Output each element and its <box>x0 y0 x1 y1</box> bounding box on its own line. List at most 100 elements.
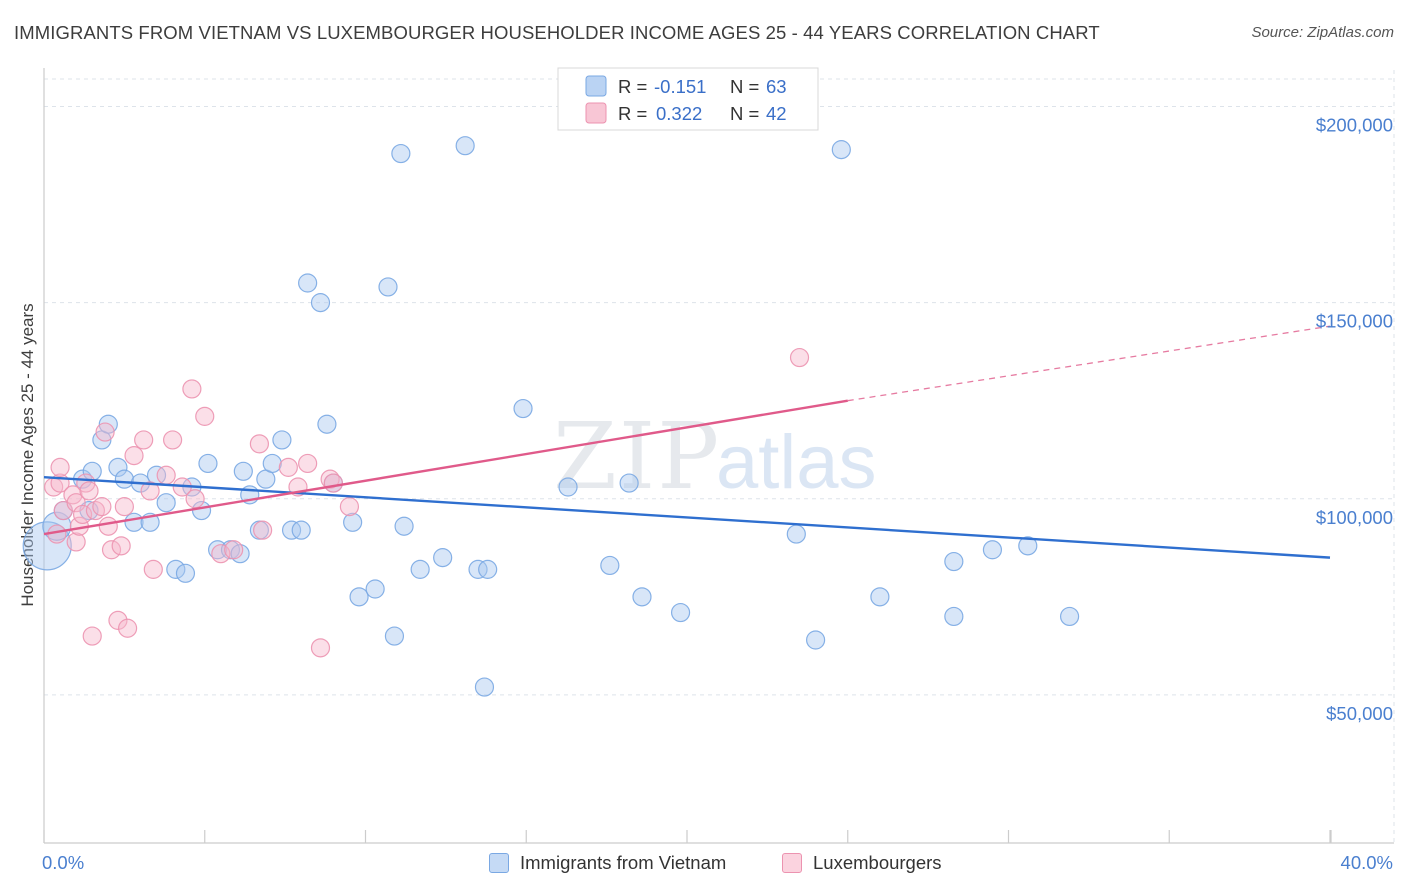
series-luxembourgers-points <box>44 347 810 658</box>
luxembourgers-point-18 <box>108 610 128 630</box>
y-tick-label-1: $100,000 <box>1316 507 1393 528</box>
series-vietnam-points <box>22 136 1080 697</box>
vietnam-point-60 <box>982 540 1003 560</box>
vietnam-point-39 <box>384 626 405 646</box>
luxembourgers-point-36 <box>278 457 298 477</box>
vietnam-point-57 <box>870 587 890 607</box>
vietnam-point-30 <box>291 520 311 540</box>
luxembourgers-point-31 <box>195 406 215 426</box>
luxembourgers-point-32 <box>211 544 231 564</box>
trend-line-luxembourgers-extension <box>847 325 1331 402</box>
luxembourgers-point-12 <box>82 626 102 646</box>
luxembourgers-point-20 <box>114 497 134 517</box>
vietnam-point-48 <box>513 398 533 419</box>
vietnam-point-43 <box>433 548 453 568</box>
x-tick-max: 40.0% <box>1341 852 1393 873</box>
legend-swatch-vietnam <box>585 75 607 97</box>
trend-lines <box>43 325 1331 559</box>
luxembourgers-point-14 <box>92 497 112 517</box>
legend-r-value-vietnam: -0.151 <box>654 76 706 97</box>
vietnam-point-49 <box>558 477 578 497</box>
vietnam-point-47 <box>474 677 495 697</box>
series-legend-label-luxembourgers: Luxembourgers <box>813 852 942 873</box>
vietnam-point-8 <box>108 457 128 477</box>
vietnam-point-54 <box>786 524 806 544</box>
trend-line-luxembourgers <box>43 399 848 536</box>
series-legend-swatch-luxembourgers <box>782 853 802 873</box>
legend-r-value-luxembourgers: 0.322 <box>656 103 702 124</box>
luxembourgers-point-43 <box>789 347 810 368</box>
legend-n-label-vietnam: N = <box>730 76 759 97</box>
vietnam-point-19 <box>198 453 218 474</box>
luxembourgers-point-7 <box>66 532 86 552</box>
vietnam-point-37 <box>365 579 385 599</box>
vietnam-point-41 <box>394 516 414 536</box>
luxembourgers-point-33 <box>224 540 244 560</box>
legend-n-label-luxembourgers: N = <box>730 103 759 124</box>
vietnam-point-61 <box>1018 536 1038 556</box>
vietnam-point-53 <box>670 602 691 623</box>
legend-n-value-vietnam: 63 <box>766 76 787 97</box>
series-legend-label-vietnam: Immigrants from Vietnam <box>520 852 727 873</box>
vietnam-point-56 <box>831 140 851 160</box>
vietnam-point-9 <box>114 469 134 489</box>
luxembourgers-point-21 <box>117 618 138 638</box>
luxembourgers-point-19 <box>111 536 131 556</box>
legend-r-label-vietnam: R = <box>618 76 647 97</box>
series-legend-luxembourgers[interactable]: Luxembourgers <box>782 852 942 874</box>
vietnam-point-10 <box>124 512 144 532</box>
trend-line-vietnam <box>43 475 1331 559</box>
vietnam-point-45 <box>468 559 488 579</box>
series-legend: Immigrants from Vietnam Luxembourgers <box>0 852 1406 878</box>
watermark-zip: ZIP <box>553 403 721 510</box>
series-legend-vietnam[interactable]: Immigrants from Vietnam <box>489 852 726 874</box>
vietnam-point-40 <box>391 143 411 164</box>
luxembourgers-point-41 <box>323 473 343 493</box>
vietnam-point-29 <box>281 520 302 540</box>
vietnam-point-52 <box>632 587 652 607</box>
vietnam-point-27 <box>262 453 282 474</box>
series-legend-swatch-vietnam <box>489 853 509 873</box>
vietnam-point-51 <box>619 473 639 493</box>
luxembourgers-point-23 <box>134 430 154 450</box>
legend-r-label-luxembourgers: R = <box>618 103 647 124</box>
vietnam-point-14 <box>156 493 176 513</box>
vietnam-point-42 <box>410 559 430 579</box>
chart-source: Source: ZipAtlas.com <box>1251 24 1394 41</box>
luxembourgers-point-34 <box>249 434 270 454</box>
vietnam-point-16 <box>175 563 196 583</box>
y-tick-labels: $50,000 $100,000 $150,000 $200,000 <box>1316 114 1393 723</box>
luxembourgers-point-11 <box>79 481 99 501</box>
luxembourgers-point-39 <box>310 638 331 658</box>
axes <box>43 68 1394 844</box>
luxembourgers-point-9 <box>72 504 93 525</box>
luxembourgers-point-24 <box>140 481 160 501</box>
vietnam-point-55 <box>805 630 826 650</box>
luxembourgers-point-22 <box>124 446 144 466</box>
luxembourgers-point-29 <box>182 379 202 399</box>
vietnam-point-46 <box>478 559 498 579</box>
vietnam-point-62 <box>1059 606 1080 627</box>
luxembourgers-point-35 <box>253 520 273 540</box>
vietnam-point-28 <box>272 430 292 450</box>
y-tick-label-3: $200,000 <box>1316 114 1393 135</box>
legend-swatch-luxembourgers <box>585 102 607 124</box>
luxembourgers-point-6 <box>66 493 86 513</box>
vietnam-point-50 <box>600 555 620 576</box>
watermark-atlas: atlas <box>716 420 877 505</box>
vietnam-point-32 <box>310 293 331 313</box>
vietnam-point-44 <box>455 136 475 156</box>
x-tick-labels: 0.0% 40.0% <box>42 852 1393 873</box>
luxembourgers-point-27 <box>163 430 183 450</box>
vietnam-point-59 <box>944 606 964 627</box>
vietnam-point-15 <box>166 559 186 579</box>
vietnam-point-31 <box>298 273 318 293</box>
vietnam-point-58 <box>944 551 964 572</box>
luxembourgers-point-3 <box>50 457 70 477</box>
vietnam-point-35 <box>343 512 363 532</box>
luxembourgers-point-17 <box>101 540 122 560</box>
luxembourgers-point-25 <box>143 559 163 579</box>
x-tick-min: 0.0% <box>42 852 84 873</box>
correlation-legend: R = -0.151 N = 63 R = 0.322 N = 42 <box>557 67 819 131</box>
